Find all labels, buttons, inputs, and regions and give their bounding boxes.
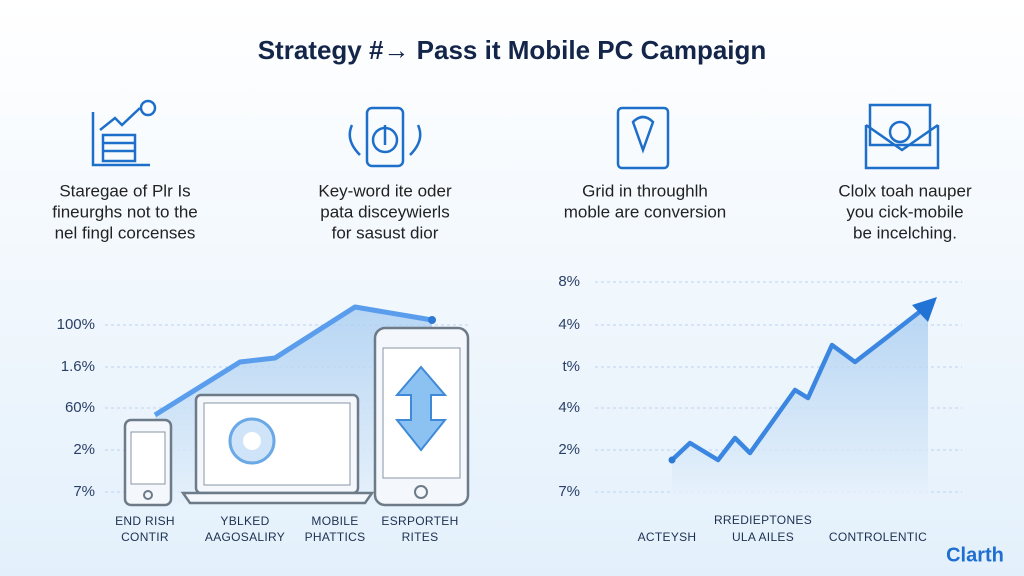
icon-chart bbox=[91, 99, 157, 167]
y-label: 7% bbox=[73, 483, 95, 500]
feature-text: for sasust dior bbox=[332, 223, 439, 242]
feature-text: be incelching. bbox=[853, 223, 957, 242]
tablet bbox=[373, 326, 470, 507]
y-label: 4% bbox=[558, 316, 580, 333]
left-chart: 100% 1.6% 60% 2% 7% END RISH CONTIR YBLK… bbox=[57, 304, 470, 544]
y-label: t% bbox=[562, 358, 580, 375]
x-label: MOBILE bbox=[311, 514, 358, 528]
trend-line bbox=[670, 308, 924, 463]
y-label: 2% bbox=[73, 441, 95, 458]
feature-text: fineurghs not to the bbox=[52, 202, 198, 221]
feature-text: nel fingl corcenses bbox=[55, 223, 196, 242]
right-chart: 8% 4% t% 4% 2% 7% ACTEYSH RREDIEPTONES U… bbox=[558, 273, 962, 544]
icon-mail bbox=[864, 103, 940, 170]
point bbox=[668, 456, 676, 464]
feature-text: you cick-mobile bbox=[846, 202, 963, 221]
trend-line bbox=[153, 304, 433, 418]
feature-text: Key-word ite oder bbox=[318, 181, 452, 200]
x-label: YBLKED bbox=[220, 514, 269, 528]
icon-touch bbox=[348, 106, 422, 168]
y-label: 8% bbox=[558, 273, 580, 290]
y-label: 2% bbox=[558, 441, 580, 458]
x-label: END RISH bbox=[115, 514, 175, 528]
brand: Clarth bbox=[946, 544, 1004, 566]
feature-text: Staregae of Plr Is bbox=[59, 181, 190, 200]
x-label: RITES bbox=[402, 530, 439, 544]
x-label: PHATTICS bbox=[305, 530, 366, 544]
point bbox=[428, 316, 436, 324]
x-label: RREDIEPTONES bbox=[714, 513, 812, 527]
arrow-head bbox=[912, 297, 937, 322]
x-label: AAGOSALIRY bbox=[205, 530, 285, 544]
x-label: CONTIR bbox=[121, 530, 169, 544]
feature-text: Clolx toah nauper bbox=[838, 181, 972, 200]
feature-text: moble are conversion bbox=[564, 202, 727, 221]
title: Strategy #→ Pass it Mobile PC Campaign bbox=[258, 35, 767, 65]
feature-text: pata disceywierls bbox=[320, 202, 449, 221]
y-label: 4% bbox=[558, 399, 580, 416]
area bbox=[672, 308, 928, 495]
x-label: CONTROLENTIC bbox=[829, 530, 927, 544]
feature-text: Grid in throughlh bbox=[582, 181, 708, 200]
x-label: ESRPORTEH bbox=[381, 514, 458, 528]
y-label: 1.6% bbox=[61, 358, 95, 375]
laptop bbox=[180, 393, 375, 505]
y-label: 7% bbox=[558, 483, 580, 500]
icon-tablet bbox=[616, 106, 670, 170]
x-label: ACTEYSH bbox=[638, 530, 697, 544]
x-label: ULA AILES bbox=[732, 530, 794, 544]
y-label: 100% bbox=[57, 316, 95, 333]
phone bbox=[123, 418, 173, 507]
y-label: 60% bbox=[65, 399, 95, 416]
